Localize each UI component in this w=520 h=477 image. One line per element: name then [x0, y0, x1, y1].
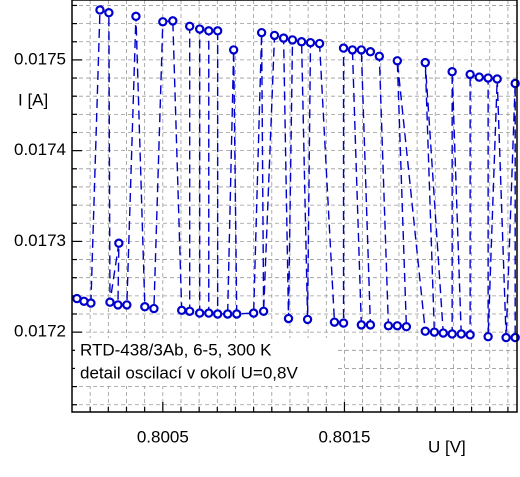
data-layer: [72, 5, 520, 343]
data-point: [248, 308, 259, 318]
data-point: [329, 317, 340, 327]
data-point: [222, 309, 233, 319]
data-point: [305, 37, 316, 48]
data-line: [76, 9, 516, 338]
data-point: [347, 45, 358, 55]
data-point: [314, 38, 325, 49]
data-point: [465, 330, 475, 340]
x-axis-label: U [V]: [428, 437, 466, 456]
data-point: [114, 238, 124, 248]
data-point: [269, 30, 280, 41]
data-point: [113, 300, 123, 310]
y-tick-label: 0.0173: [14, 231, 66, 250]
y-tick-label: 0.0174: [14, 140, 66, 159]
data-point: [356, 45, 367, 55]
data-point: [429, 327, 440, 337]
data-point: [420, 326, 430, 336]
data-point: [283, 313, 294, 324]
data-point: [131, 11, 141, 22]
data-point: [212, 26, 223, 36]
data-point: [194, 24, 205, 34]
data-point: [104, 8, 114, 18]
data-point: [278, 33, 289, 43]
annotation: RTD-438/3Ab, 6-5, 300 K: [80, 340, 272, 359]
data-point: [296, 37, 307, 47]
data-point: [438, 328, 448, 338]
data-point: [447, 329, 457, 339]
data-point: [420, 57, 430, 68]
data-point: [483, 73, 493, 83]
y-axis-label: I [A]: [18, 90, 48, 109]
data-point: [474, 72, 484, 82]
x-tick-label: 0.8005: [137, 427, 189, 446]
data-point: [465, 69, 475, 80]
data-point: [383, 321, 394, 331]
data-point: [140, 302, 150, 312]
data-point: [256, 27, 267, 38]
data-point: [258, 306, 269, 316]
data-point: [365, 47, 376, 57]
data-point: [105, 297, 115, 307]
data-point: [204, 26, 214, 36]
data-point: [149, 303, 159, 314]
data-point: [483, 331, 493, 342]
data-point: [392, 321, 403, 331]
data-point: [401, 321, 412, 332]
y-tick-label: 0.0172: [14, 322, 66, 341]
y-tick-label: 0.0175: [14, 49, 66, 68]
data-point: [184, 21, 195, 32]
data-point: [356, 320, 367, 330]
data-point: [365, 320, 376, 330]
annotation-box: [75, 338, 337, 386]
data-point: [374, 51, 385, 61]
data-point: [204, 308, 214, 318]
data-point: [338, 318, 349, 328]
data-point: [338, 43, 349, 53]
data-point: [158, 17, 168, 27]
data-point: [86, 298, 96, 308]
data-point: [177, 305, 187, 316]
data-point: [287, 35, 298, 45]
annotation: detail oscilací v okolí U=0,8V: [80, 363, 298, 382]
data-point: [392, 56, 403, 66]
data-point: [184, 306, 195, 316]
data-point: [302, 314, 313, 325]
data-point: [168, 16, 178, 26]
data-point: [492, 74, 502, 84]
data-point: [194, 308, 205, 318]
data-point: [228, 45, 239, 55]
data-point: [212, 309, 223, 319]
data-point: [232, 309, 242, 319]
plot-frame: [71, 0, 518, 413]
x-tick-label: 0.8015: [318, 427, 370, 446]
data-point: [122, 300, 132, 310]
data-point: [447, 66, 457, 77]
data-point: [95, 5, 105, 15]
data-point: [456, 329, 466, 339]
data-point: [501, 332, 511, 343]
